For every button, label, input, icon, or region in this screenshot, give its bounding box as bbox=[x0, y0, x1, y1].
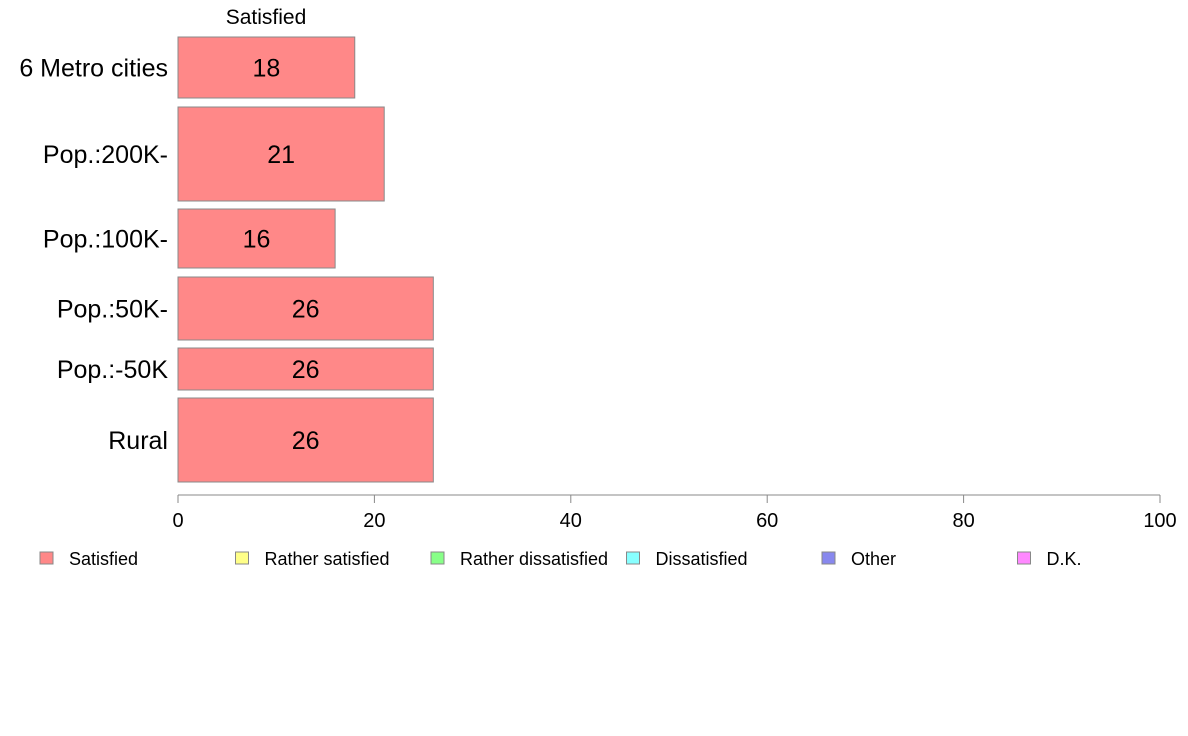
data-label: 21 bbox=[267, 141, 295, 169]
category-label: Pop.:50K- bbox=[57, 296, 168, 324]
data-label: 26 bbox=[292, 356, 320, 384]
legend-label: D.K. bbox=[1047, 549, 1082, 569]
x-tick-label: 80 bbox=[952, 510, 974, 532]
bar-segment bbox=[177, 397, 434, 483]
bar-segment bbox=[177, 208, 336, 269]
legend-label: Other bbox=[851, 549, 896, 569]
series-header: Satisfied bbox=[226, 6, 307, 29]
category-label: 6 Metro cities bbox=[19, 55, 168, 83]
data-label: 26 bbox=[292, 296, 320, 324]
legend-label: Rather satisfied bbox=[265, 549, 390, 569]
category-label: Rural bbox=[108, 427, 168, 455]
legend-swatch bbox=[626, 551, 640, 565]
legend-swatch bbox=[821, 551, 836, 565]
data-label: 26 bbox=[292, 427, 320, 455]
bar-segment bbox=[177, 347, 434, 391]
legend-swatch bbox=[1017, 551, 1031, 565]
x-tick-label: 40 bbox=[560, 510, 582, 532]
bar-segment bbox=[177, 106, 385, 202]
legend-swatch bbox=[39, 551, 54, 565]
x-tick-label: 0 bbox=[172, 510, 183, 532]
x-axis: 0 20 40 60 80 100 bbox=[172, 494, 1177, 532]
data-label: 16 bbox=[243, 226, 271, 254]
legend: Satisfied Rather satisfied Rather dissatis… bbox=[39, 549, 1082, 569]
legend-label: Rather dissatisfied bbox=[460, 549, 608, 569]
x-tick-label: 20 bbox=[363, 510, 385, 532]
bar-segment bbox=[177, 276, 434, 341]
legend-swatch bbox=[235, 551, 249, 565]
category-label: Pop.:200K- bbox=[43, 141, 168, 169]
legend-label: Satisfied bbox=[69, 549, 138, 569]
x-tick-label: 100 bbox=[1143, 510, 1176, 532]
legend-label: Dissatisfied bbox=[656, 549, 748, 569]
bar-segment bbox=[177, 36, 356, 99]
legend-swatch bbox=[430, 551, 445, 565]
bars-group: 6 Metro cities 18 Pop.:200K- 21 Pop.:100K- 16… bbox=[19, 36, 434, 483]
category-label: Pop.:-50K bbox=[57, 356, 169, 384]
data-label: 18 bbox=[252, 55, 280, 83]
x-tick-label: 60 bbox=[756, 510, 778, 532]
category-label: Pop.:100K- bbox=[43, 226, 168, 254]
